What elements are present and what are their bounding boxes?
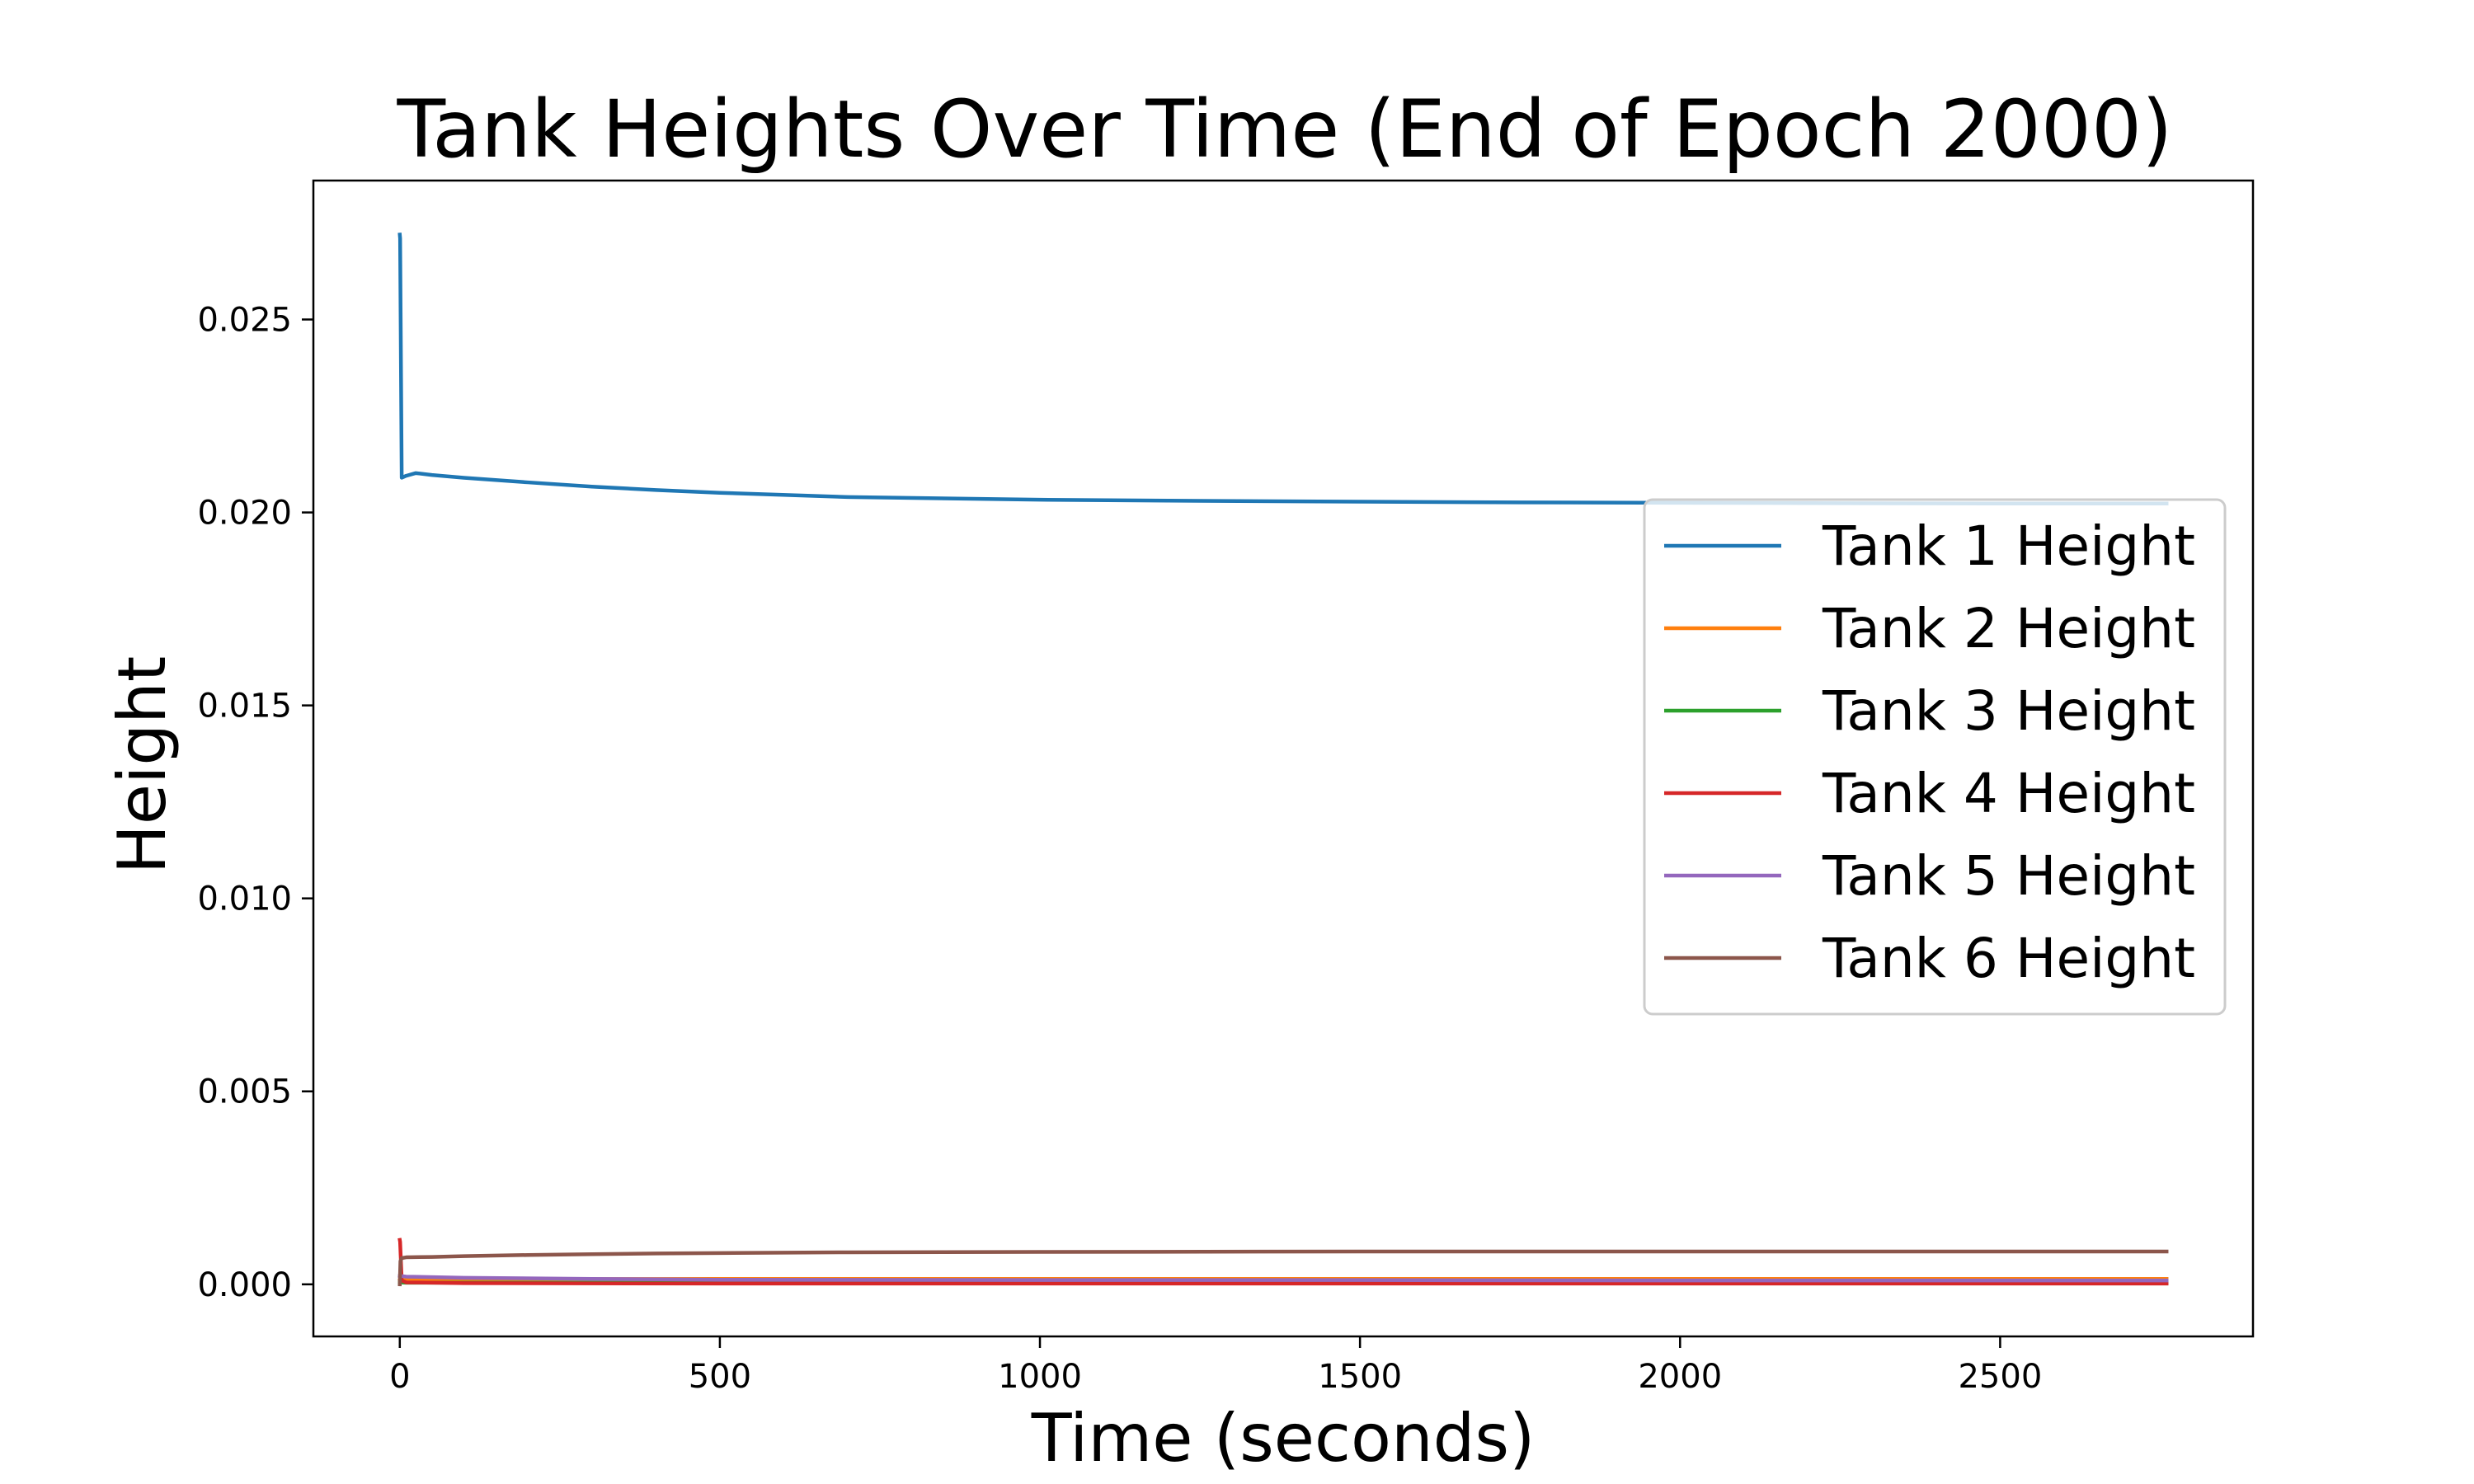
legend-label-tank-5: Tank 5 Height — [1822, 844, 2195, 908]
y-tick-label: 0.005 — [197, 1073, 292, 1111]
plot-area — [312, 179, 2255, 1338]
series-line-tank-5 — [397, 1274, 2169, 1283]
series-layer — [397, 232, 2169, 1287]
legend-label-tank-6: Tank 6 Height — [1822, 927, 2195, 990]
chart-title: Tank Heights Over Time (End of Epoch 200… — [397, 83, 2173, 176]
x-tick-label: 1500 — [1318, 1358, 1402, 1396]
series-line-tank-6 — [397, 1249, 2169, 1287]
y-tick-label: 0.000 — [197, 1266, 292, 1304]
y-tick-label: 0.015 — [197, 688, 292, 726]
y-tick-label: 0.025 — [197, 302, 292, 340]
x-tick-label: 0 — [389, 1358, 410, 1396]
y-tick-label: 0.020 — [197, 495, 292, 533]
x-axis-label: Time (seconds) — [1031, 1400, 1536, 1477]
legend-label-tank-3: Tank 3 Height — [1822, 679, 2195, 743]
y-axis-label: Height — [104, 656, 181, 874]
legend: Tank 1 Height Tank 2 Height Tank 3 Height T… — [1643, 498, 2227, 1016]
x-axis-ticks: 0 500 1000 1500 2000 2500 — [389, 1336, 2042, 1396]
plot-frame — [312, 179, 2255, 1338]
legend-items: Tank 1 Height Tank 2 Height Tank 3 Height T… — [1664, 514, 2195, 990]
legend-label-tank-4: Tank 4 Height — [1822, 762, 2195, 825]
x-tick-label: 500 — [689, 1358, 751, 1396]
x-tick-label: 1000 — [998, 1358, 1082, 1396]
legend-label-tank-1: Tank 1 Height — [1822, 514, 2195, 578]
legend-label-tank-2: Tank 2 Height — [1822, 597, 2195, 660]
legend-box — [1643, 498, 2227, 1016]
y-axis-ticks: 0.000 0.005 0.010 0.015 0.020 0.025 — [197, 302, 313, 1304]
x-tick-label: 2500 — [1958, 1358, 2042, 1396]
y-tick-label: 0.010 — [197, 881, 292, 918]
x-tick-label: 2000 — [1638, 1358, 1722, 1396]
